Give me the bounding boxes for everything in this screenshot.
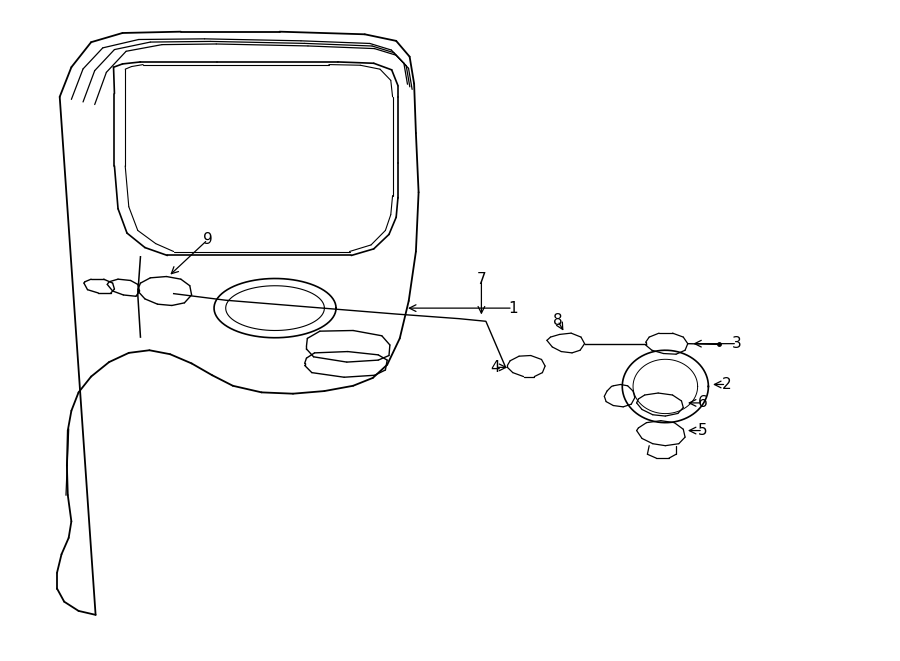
Text: 6: 6	[698, 395, 708, 410]
Text: 5: 5	[698, 423, 707, 438]
Text: 3: 3	[733, 336, 742, 351]
Text: 8: 8	[553, 313, 562, 328]
Text: 2: 2	[722, 377, 731, 392]
Text: 1: 1	[508, 301, 518, 315]
Text: 4: 4	[490, 360, 500, 375]
Text: 9: 9	[202, 232, 212, 247]
Text: 7: 7	[477, 272, 486, 287]
